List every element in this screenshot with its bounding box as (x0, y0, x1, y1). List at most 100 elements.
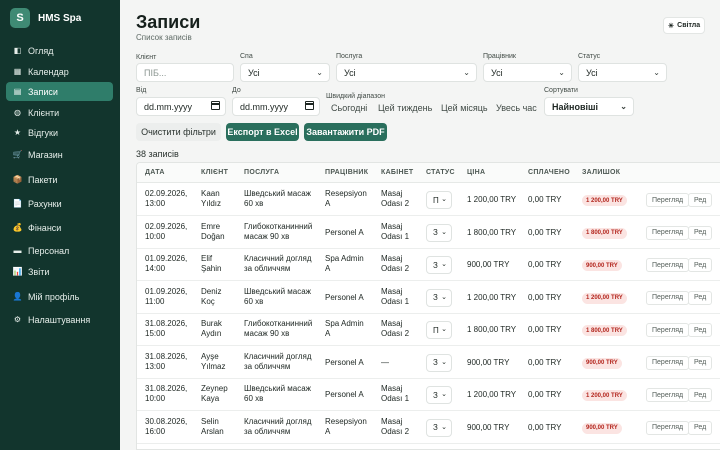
sidebar-item-appointments[interactable]: ▤ Записи (6, 82, 113, 101)
cell-client: Emre Doğan (201, 222, 225, 242)
sidebar-item-overview[interactable]: ◧ Огляд (6, 41, 113, 60)
view-button[interactable]: Перегляд (646, 225, 690, 240)
status-select[interactable]: З ⌄ (426, 418, 452, 437)
cell-date-line: 11:00 (145, 296, 165, 306)
calendar-icon[interactable] (305, 101, 314, 110)
sort-select[interactable]: Найновіші ⌄ (544, 97, 634, 116)
cell-employee-line: Personel A (325, 357, 364, 367)
sidebar-item-finance[interactable]: 💰 Фінанси (6, 218, 113, 237)
sidebar-item-settings[interactable]: ⚙ Налаштування (6, 310, 113, 329)
status-select[interactable]: З ⌄ (426, 256, 452, 274)
quick-range-week[interactable]: Цей тиждень (378, 103, 433, 113)
sidebar-item-invoices[interactable]: 📄 Рахунки (6, 194, 113, 213)
table-row[interactable]: 31.08.2026, 13:00 Ayşe Yılmaz Класичний догл… (137, 346, 720, 379)
edit-button[interactable]: Ред (688, 290, 713, 305)
sidebar-item-calendar[interactable]: ▦ Календар (6, 62, 113, 81)
view-button[interactable]: Перегляд (646, 355, 690, 370)
sidebar-item-staff[interactable]: ▬ Персонал (6, 241, 113, 260)
edit-button[interactable]: Ред (688, 225, 713, 240)
table-row[interactable]: 01.09.2026, 11:00 Deniz Koç Шведський масаж 6… (137, 281, 720, 314)
edit-button[interactable]: Ред (688, 258, 713, 272)
sidebar-item-profile[interactable]: 👤 Мій профіль (6, 287, 113, 306)
table-row[interactable]: 02.09.2026, 13:00 Kaan Yıldız Шведський маса… (137, 183, 720, 216)
column-header-service[interactable]: ПОСЛУГА (244, 169, 280, 176)
cell-client: Burak Aydın (201, 319, 222, 339)
calendar-icon[interactable] (211, 101, 220, 110)
chevron-down-icon: ⌄ (441, 326, 447, 333)
spa-select[interactable]: Усі ⌄ (240, 63, 330, 82)
cell-client-line: Kaan (201, 189, 220, 198)
export-excel-button[interactable]: Експорт в Excel (226, 123, 299, 141)
sidebar-item-shop[interactable]: 🛒 Магазин (6, 145, 113, 164)
cell-employee-line: Spa Admin (325, 254, 364, 263)
edit-button[interactable]: Ред (688, 420, 713, 435)
cell-client: Ayşe Yılmaz (201, 352, 225, 372)
cell-client-line: Kaya (201, 394, 220, 403)
edit-button[interactable]: Ред (688, 388, 713, 402)
cell-date-line: 13:00 (145, 199, 166, 208)
table-row[interactable]: 02.09.2026, 10:00 Emre Doğan Глибокотканинни… (137, 216, 720, 249)
status-select[interactable]: З ⌄ (426, 353, 452, 372)
table-row[interactable]: 31.08.2026, 10:00 Zeynep Kaya Шведський маса… (137, 378, 720, 411)
cell-client: Selin Arslan (201, 417, 224, 437)
cell-date-line: 01.09.2026, (145, 286, 188, 296)
view-button[interactable]: Перегляд (646, 388, 690, 402)
column-header-date[interactable]: ДАТА (145, 169, 165, 176)
download-pdf-button[interactable]: Завантажити PDF (304, 123, 387, 141)
column-header-employee[interactable]: ПРАЦІВНИК (325, 169, 369, 176)
view-button[interactable]: Перегляд (646, 290, 690, 305)
status-select[interactable]: З ⌄ (426, 386, 452, 404)
employee-select[interactable]: Усі ⌄ (483, 63, 572, 82)
cart-icon: 🛒 (12, 150, 23, 159)
cell-client-line: Elif (201, 254, 213, 263)
column-header-price[interactable]: ЦІНА (467, 169, 486, 176)
sidebar-item-packages[interactable]: 📦 Пакети (6, 170, 113, 189)
cell-service-line: 60 хв (244, 199, 264, 208)
column-header-room[interactable]: КАБІНЕТ (381, 169, 414, 176)
cell-room-line: Odası 1 (381, 296, 410, 306)
cell-date-line: 30.08.2026, (145, 416, 188, 426)
status-select[interactable]: Усі ⌄ (578, 63, 667, 82)
quick-range-month[interactable]: Цей місяць (441, 103, 488, 113)
table-row[interactable]: 30.08.2026, 16:00 Selin Arslan Класичний дог… (137, 411, 720, 444)
column-header-paid[interactable]: СПЛАЧЕНО (528, 169, 571, 176)
sidebar-item-reports[interactable]: 📊 Звіти (6, 262, 113, 281)
table-row[interactable]: 01.09.2026, 14:00 Elif Şahin Класичний догля… (137, 248, 720, 281)
cell-room-line: Odası 2 (381, 264, 410, 273)
table-row[interactable]: 31.08.2026, 15:00 Burak Aydın Глибокотканинн… (137, 313, 720, 346)
cell-date: 01.09.2026, 14:00 (145, 254, 187, 274)
theme-toggle-label: Світла (677, 22, 701, 29)
sidebar-item-clients[interactable]: ◍ Клієнти (6, 103, 113, 122)
edit-button[interactable]: Ред (688, 323, 713, 337)
status-select[interactable]: З ⌄ (426, 288, 452, 307)
edit-button[interactable]: Ред (688, 193, 713, 207)
list-icon: ▤ (13, 87, 22, 96)
status-select[interactable]: П ⌄ (426, 321, 452, 339)
date-to-input[interactable]: dd.mm.yyyy (232, 97, 320, 116)
cell-employee: Resepsiyon A (325, 417, 367, 437)
quick-range-all[interactable]: Увесь час (496, 103, 537, 113)
client-search-input[interactable]: ПІБ... (136, 63, 234, 82)
sidebar-item-reviews[interactable]: ★ Відгуки (6, 123, 113, 142)
cell-service: Шведський масаж 60 хв (244, 189, 311, 209)
status-select[interactable]: З ⌄ (426, 223, 452, 242)
cell-paid: 0,00 TRY (528, 357, 562, 367)
edit-button[interactable]: Ред (688, 355, 713, 370)
column-header-status[interactable]: СТАТУС (426, 169, 455, 176)
view-button[interactable]: Перегляд (646, 323, 690, 337)
column-header-balance[interactable]: ЗАЛИШОК (582, 169, 621, 176)
view-button[interactable]: Перегляд (646, 258, 690, 272)
date-from-value: dd.mm.yyyy (144, 101, 193, 112)
date-from-input[interactable]: dd.mm.yyyy (136, 97, 226, 116)
cell-service-line: Шведський масаж (244, 189, 312, 198)
column-header-client[interactable]: КЛІЄНТ (201, 169, 229, 176)
quick-range-today[interactable]: Сьогодні (331, 103, 368, 113)
service-select[interactable]: Усі ⌄ (336, 63, 477, 82)
clear-filters-button[interactable]: Очистити фільтри (136, 123, 221, 141)
view-button[interactable]: Перегляд (646, 420, 690, 435)
view-button[interactable]: Перегляд (646, 193, 690, 207)
cell-room: — (381, 358, 389, 368)
brand[interactable]: S HMS Spa (10, 8, 81, 28)
theme-toggle-button[interactable]: ☀ Світла (663, 17, 705, 34)
status-select[interactable]: П ⌄ (426, 191, 452, 209)
